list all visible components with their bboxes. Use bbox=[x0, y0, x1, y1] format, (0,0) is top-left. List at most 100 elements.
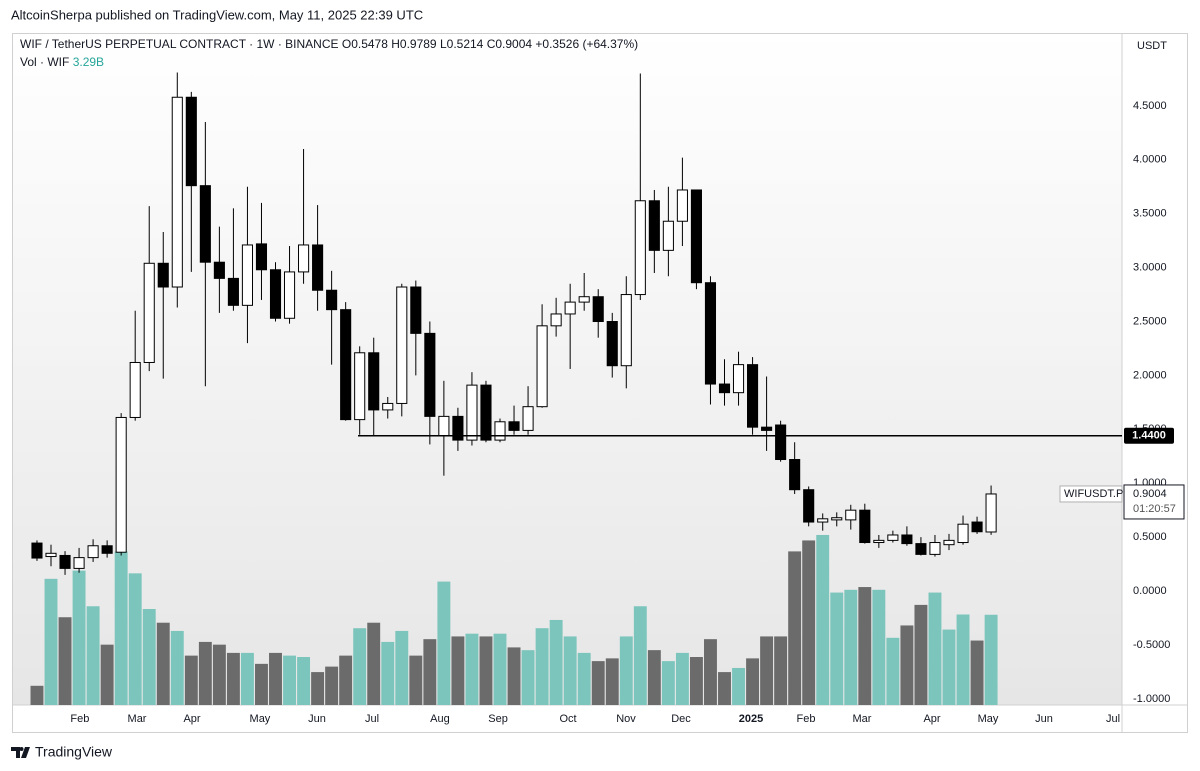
volume-bar bbox=[86, 606, 100, 705]
candle-body bbox=[662, 220, 674, 251]
x-tick-label: May bbox=[978, 713, 999, 725]
high-value: 0.9789 bbox=[400, 37, 437, 51]
volume-bar bbox=[535, 628, 549, 705]
volume-bar bbox=[774, 636, 788, 705]
volume-bar bbox=[226, 652, 240, 705]
candle-body bbox=[775, 424, 787, 461]
volume-bar bbox=[311, 672, 325, 705]
candle-body bbox=[382, 402, 394, 411]
candle-body bbox=[283, 271, 296, 319]
symbol-badge: WIFUSDT.P bbox=[1064, 488, 1123, 500]
x-tick-label: Jul bbox=[365, 713, 379, 725]
x-tick-label: Jun bbox=[308, 713, 326, 725]
publisher: AltcoinSherpa published on TradingView.c… bbox=[11, 7, 423, 22]
volume-bar bbox=[100, 644, 114, 705]
candle-body bbox=[648, 200, 660, 251]
x-tick-label: Oct bbox=[559, 713, 576, 725]
volume-bar bbox=[170, 630, 184, 705]
candle-body bbox=[761, 426, 773, 431]
volume-bar bbox=[128, 573, 142, 705]
logo-icon bbox=[11, 747, 30, 758]
candle-body bbox=[143, 262, 155, 363]
volume-bar bbox=[184, 655, 198, 705]
candle-body bbox=[845, 509, 857, 521]
candle-body bbox=[887, 534, 899, 541]
volume-bar bbox=[816, 534, 830, 705]
candle-body bbox=[466, 384, 478, 441]
legend-title: WIF / TetherUS PERPETUAL CONTRACT · 1W ·… bbox=[20, 37, 638, 51]
candle-body bbox=[396, 286, 408, 404]
volume-bar bbox=[465, 633, 479, 705]
candle-body bbox=[480, 384, 492, 441]
candle-body bbox=[971, 521, 983, 533]
candle-body bbox=[690, 189, 702, 284]
candle-body bbox=[31, 542, 43, 559]
volume-bar bbox=[746, 658, 760, 705]
candle-body bbox=[73, 557, 85, 569]
x-tick-label: Feb bbox=[70, 713, 89, 725]
volume-bar bbox=[283, 655, 296, 705]
candle-body bbox=[298, 244, 310, 273]
candle-body bbox=[452, 415, 464, 441]
volume-legend: Vol · WIF 3.29B bbox=[20, 55, 104, 69]
x-tick-label: Jul bbox=[1106, 713, 1120, 725]
volume-bar bbox=[156, 622, 170, 705]
volume-bar bbox=[339, 655, 353, 705]
volume-bar bbox=[872, 589, 886, 705]
volume-bar bbox=[563, 636, 577, 705]
volume-bar bbox=[72, 570, 86, 705]
candle-body bbox=[831, 517, 843, 521]
candle-body bbox=[550, 313, 562, 327]
volume-bar bbox=[198, 641, 212, 705]
candle-body bbox=[718, 383, 731, 394]
x-tick-label: Jun bbox=[1035, 713, 1053, 725]
candle-body bbox=[915, 543, 927, 555]
candle-body bbox=[368, 352, 380, 411]
logo-icon bbox=[19, 747, 24, 751]
candle-body bbox=[578, 296, 590, 303]
volume-bar bbox=[984, 614, 998, 705]
candle-body bbox=[340, 309, 352, 421]
volume-bar bbox=[647, 650, 661, 705]
volume-bar bbox=[255, 663, 268, 705]
x-tick-label: Aug bbox=[430, 713, 450, 725]
volume-bar bbox=[689, 657, 703, 705]
volume-bar bbox=[325, 666, 339, 705]
volume-bar bbox=[675, 652, 689, 705]
candle-body bbox=[929, 542, 941, 555]
candle-body bbox=[157, 262, 169, 288]
candle-body bbox=[676, 189, 688, 222]
price-badge bbox=[1124, 427, 1174, 444]
volume-bar bbox=[507, 647, 521, 705]
ohlc-letter: C bbox=[487, 37, 496, 51]
volume-bar bbox=[802, 540, 816, 705]
volume-bar bbox=[619, 636, 633, 705]
candle-body bbox=[312, 244, 324, 291]
ohlc-letter: O bbox=[342, 37, 351, 51]
candle-body bbox=[957, 523, 969, 544]
y-axis-unit: USDT bbox=[1137, 40, 1167, 52]
candle-body bbox=[255, 243, 268, 271]
candle-body bbox=[522, 406, 534, 431]
volume-bar bbox=[353, 628, 367, 705]
volume-bar bbox=[591, 661, 605, 705]
candle-body bbox=[817, 518, 829, 523]
volume-bar bbox=[956, 614, 970, 705]
volume-bar bbox=[367, 622, 381, 705]
volume-bar bbox=[900, 625, 914, 705]
candle-body bbox=[943, 539, 955, 546]
candle-body bbox=[171, 96, 183, 288]
candle-body bbox=[564, 301, 576, 315]
volume-bar bbox=[704, 639, 717, 705]
candle-body bbox=[620, 294, 632, 367]
volume-bar bbox=[718, 672, 731, 705]
candle-body bbox=[803, 489, 815, 523]
volume-bar bbox=[44, 578, 58, 705]
y-tick-label: 2.5000 bbox=[1133, 315, 1167, 327]
candle-body bbox=[115, 416, 127, 553]
y-tick-label: -0.5000 bbox=[1133, 639, 1170, 651]
volume-bar bbox=[577, 652, 591, 705]
candle-body bbox=[438, 415, 450, 437]
x-tick-label: Nov bbox=[616, 713, 636, 725]
candle-body bbox=[45, 552, 57, 558]
